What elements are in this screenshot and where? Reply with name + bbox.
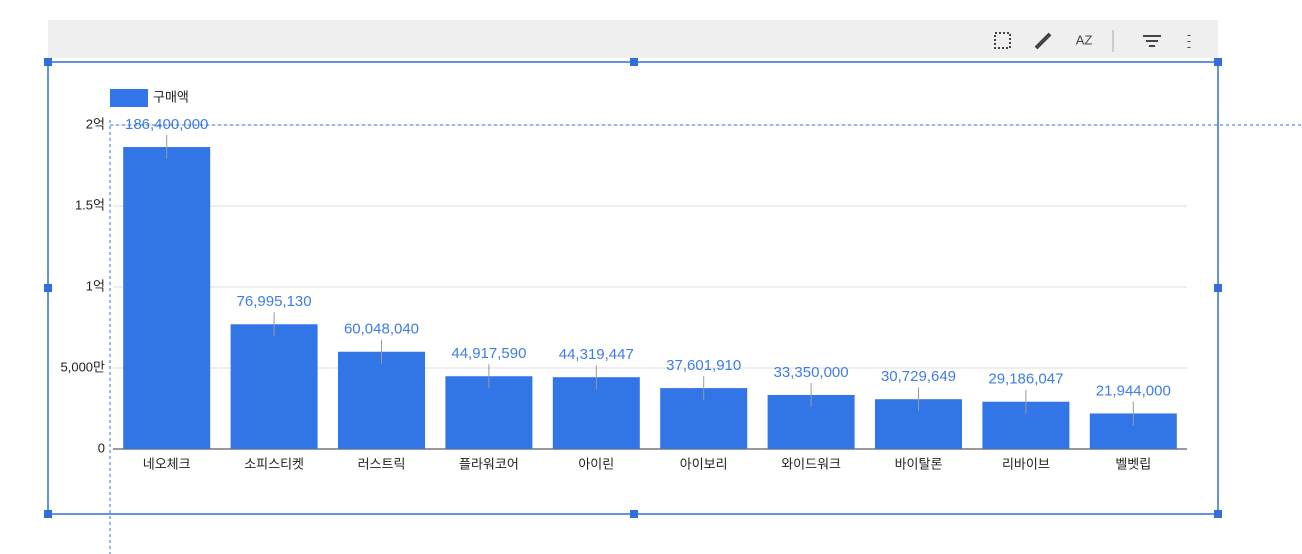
value-label: 44,917,590 <box>451 345 526 362</box>
y-tick-label: 0 <box>98 440 105 455</box>
bar <box>445 376 533 449</box>
y-tick-label: 1억 <box>86 278 105 293</box>
handle[interactable] <box>44 510 52 518</box>
y-tick-label: 1.5억 <box>75 197 105 212</box>
x-tick-label: 바이탈론 <box>895 456 943 471</box>
value-label: 30,729,649 <box>881 368 956 385</box>
value-label: 37,601,910 <box>666 357 741 374</box>
x-tick-label: 네오체크 <box>143 456 191 471</box>
legend-swatch <box>110 89 148 107</box>
value-label: 21,944,000 <box>1096 382 1171 399</box>
handle[interactable] <box>1214 58 1222 66</box>
value-label: 60,048,040 <box>344 321 419 338</box>
x-tick-label: 벨벳립 <box>1115 456 1151 471</box>
sort-icon[interactable]: AZ <box>1076 32 1093 47</box>
handle[interactable] <box>1214 510 1222 518</box>
handle[interactable] <box>630 58 638 66</box>
bar <box>338 351 425 449</box>
x-tick-label: 아이린 <box>578 456 614 471</box>
select-icon[interactable] <box>994 32 1011 49</box>
filter-icon[interactable] <box>1143 35 1161 47</box>
value-label: 76,995,130 <box>237 293 312 310</box>
x-tick-label: 리바이브 <box>1002 456 1050 471</box>
x-tick-label: 플라워코어 <box>459 456 519 471</box>
toolbar-icons: AZ <box>994 30 1191 52</box>
handle[interactable] <box>44 58 52 66</box>
value-label: 33,350,000 <box>774 364 849 381</box>
x-tick-label: 아이보리 <box>680 456 728 471</box>
x-tick-label: 러스트릭 <box>358 456 406 471</box>
legend-label: 구매액 <box>153 89 189 104</box>
bar <box>230 324 318 449</box>
edit-icon[interactable] <box>1034 32 1052 50</box>
bar <box>123 147 211 450</box>
value-label: 44,319,447 <box>559 346 634 363</box>
handle[interactable] <box>44 284 52 292</box>
x-tick-label: 소피스티켓 <box>244 456 304 471</box>
y-tick-label: 2억 <box>86 116 105 131</box>
chart-toolbar <box>48 20 1218 58</box>
handle[interactable] <box>630 510 638 518</box>
value-label: 29,186,047 <box>988 371 1063 388</box>
handle[interactable] <box>1214 284 1222 292</box>
y-tick-label: 5,000만 <box>61 359 106 374</box>
x-tick-label: 와이드워크 <box>781 456 841 471</box>
resize-handles <box>44 58 1222 518</box>
